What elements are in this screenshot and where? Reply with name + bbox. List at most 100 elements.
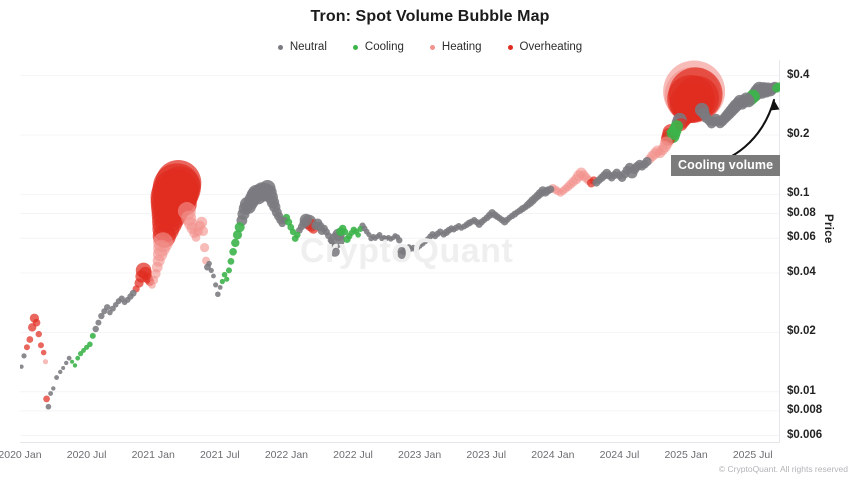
bubble-point[interactable]	[654, 147, 666, 159]
bubble-point[interactable]	[37, 342, 44, 349]
bubble-point[interactable]	[481, 216, 488, 223]
bubble-point[interactable]	[341, 228, 349, 236]
bubble-point[interactable]	[32, 318, 41, 327]
legend-item-neutral[interactable]: Neutral	[277, 41, 327, 53]
bubble-point[interactable]	[95, 319, 102, 326]
bubble-point[interactable]	[521, 203, 529, 211]
bubble-point[interactable]	[774, 82, 780, 91]
bubble-point[interactable]	[556, 189, 565, 197]
bubble-point[interactable]	[213, 282, 219, 288]
bubble-point[interactable]	[514, 209, 521, 216]
bubble-point[interactable]	[450, 226, 457, 233]
legend-item-overheating[interactable]: Overheating	[507, 41, 582, 53]
bubble-point[interactable]	[607, 173, 616, 182]
bubble-point[interactable]	[440, 231, 447, 238]
bubble-point[interactable]	[715, 118, 725, 129]
bubble-point[interactable]	[327, 237, 335, 244]
bubble-point[interactable]	[107, 309, 113, 316]
bubble-point[interactable]	[84, 344, 90, 350]
legend-item-cooling[interactable]: Cooling	[352, 41, 404, 53]
x-axis-tick-label: 2022 Jan	[264, 449, 309, 461]
bubble-point[interactable]	[211, 273, 216, 279]
legend-item-heating[interactable]: Heating	[429, 41, 482, 53]
bubble-point[interactable]	[329, 242, 337, 250]
bubble-point[interactable]	[45, 403, 52, 410]
bubble-point[interactable]	[531, 194, 540, 203]
bubble-point[interactable]	[98, 312, 105, 320]
bubble-point[interactable]	[58, 369, 63, 375]
bubble-point[interactable]	[615, 171, 624, 180]
bubble-point[interactable]	[206, 260, 212, 267]
bubble-point[interactable]	[215, 291, 221, 298]
bubble-point[interactable]	[458, 225, 465, 231]
bubble-point[interactable]	[191, 232, 201, 242]
bubble-point[interactable]	[224, 276, 230, 282]
bubble-point[interactable]	[386, 234, 391, 240]
bubble-point[interactable]	[506, 214, 513, 221]
bubble-point[interactable]	[424, 236, 431, 242]
bubble-point[interactable]	[54, 375, 59, 380]
bubble-point[interactable]	[75, 355, 81, 361]
bubble-point[interactable]	[735, 97, 748, 110]
bubble-point[interactable]	[199, 242, 210, 253]
bubble-point[interactable]	[546, 185, 555, 194]
bubble-point[interactable]	[89, 332, 96, 339]
bubble-point[interactable]	[20, 364, 24, 369]
bubble-point[interactable]	[81, 348, 86, 353]
bubble-point[interactable]	[311, 221, 320, 230]
bubble-point[interactable]	[670, 120, 683, 133]
bubble-point[interactable]	[26, 336, 34, 343]
bubble-point[interactable]	[48, 391, 53, 396]
bubble-point[interactable]	[61, 365, 66, 370]
bubble-point[interactable]	[64, 360, 69, 366]
bubble-point[interactable]	[496, 214, 503, 222]
bubble-point[interactable]	[637, 162, 647, 171]
bubble-series	[20, 60, 780, 410]
bubble-point[interactable]	[42, 359, 49, 365]
bubble-point[interactable]	[355, 232, 361, 238]
bubble-point[interactable]	[232, 230, 243, 240]
bubble-point[interactable]	[72, 363, 78, 368]
bubble-point[interactable]	[66, 355, 72, 361]
bubble-point[interactable]	[372, 236, 378, 241]
bubble-point[interactable]	[234, 222, 245, 233]
bubble-point[interactable]	[471, 217, 478, 224]
bubble-point[interactable]	[415, 245, 421, 251]
bubble-point[interactable]	[294, 231, 301, 239]
bubble-point[interactable]	[229, 248, 237, 256]
bubble-point[interactable]	[51, 386, 56, 391]
bubble-point[interactable]	[231, 238, 240, 248]
bubble-point[interactable]	[101, 308, 108, 315]
bubble-point[interactable]	[595, 176, 603, 184]
bubble-point[interactable]	[121, 299, 128, 306]
bubble-point[interactable]	[35, 330, 42, 338]
bubble-point[interactable]	[23, 344, 30, 351]
bubble-point[interactable]	[432, 233, 439, 240]
bubble-point[interactable]	[78, 351, 84, 357]
bubble-point[interactable]	[225, 267, 232, 274]
bubble-point[interactable]	[217, 284, 223, 290]
bubble-point[interactable]	[381, 234, 387, 240]
x-axis-tick-label: 2023 Jan	[398, 449, 442, 461]
bubble-point[interactable]	[43, 395, 50, 403]
bubble-point[interactable]	[40, 349, 47, 356]
legend-item-label: Heating	[441, 41, 482, 53]
bubble-point[interactable]	[21, 353, 27, 359]
bubble-point[interactable]	[92, 325, 99, 333]
bubble-point[interactable]	[348, 229, 355, 236]
bubble-point[interactable]	[408, 246, 414, 252]
y-axis-tick-label: $0.04	[787, 265, 816, 278]
bubble-point[interactable]	[366, 231, 372, 238]
bubble-point[interactable]	[70, 359, 75, 364]
bubble-point[interactable]	[390, 235, 396, 241]
bubble-point[interactable]	[134, 278, 144, 288]
bubble-point[interactable]	[221, 271, 228, 278]
bubble-point[interactable]	[706, 118, 717, 129]
bubble-point[interactable]	[148, 281, 156, 289]
bubble-point[interactable]	[208, 267, 214, 274]
x-axis-tick-label: 2022 Jul	[333, 449, 373, 461]
x-axis-tick-label: 2020 Jul	[66, 449, 107, 461]
bubble-point[interactable]	[227, 257, 235, 265]
bubble-point[interactable]	[112, 301, 119, 308]
bubble-point[interactable]	[219, 278, 225, 285]
